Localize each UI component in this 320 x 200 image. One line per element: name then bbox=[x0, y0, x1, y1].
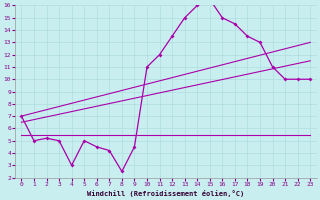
X-axis label: Windchill (Refroidissement éolien,°C): Windchill (Refroidissement éolien,°C) bbox=[87, 190, 244, 197]
